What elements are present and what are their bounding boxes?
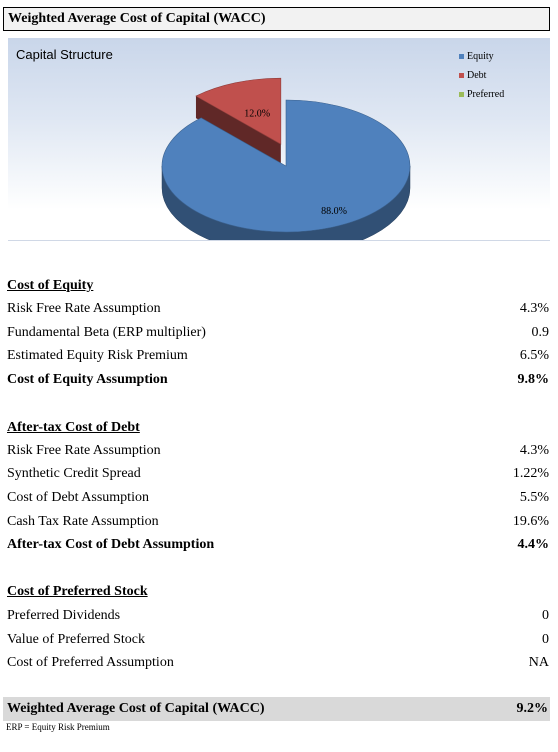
table-row: Risk Free Rate Assumption 4.3% <box>7 301 549 321</box>
table-row: Cost of Debt Assumption 5.5% <box>7 490 549 510</box>
section-title-preferred: Cost of Preferred Stock <box>7 584 148 599</box>
pie-side-debt-cut <box>195 96 281 167</box>
legend-item-debt: Debt <box>459 66 504 85</box>
chart-legend: Equity Debt Preferred <box>459 47 504 104</box>
row-label: Cost of Debt Assumption <box>7 490 149 505</box>
row-label: Value of Preferred Stock <box>7 632 146 647</box>
table-row: Cost of Preferred Assumption NA <box>7 655 549 675</box>
legend-swatch-equity <box>459 54 464 59</box>
row-value: 4.3% <box>519 301 549 316</box>
data-label-equity: 88.0% <box>321 206 347 217</box>
legend-swatch-debt <box>459 73 464 78</box>
table-row-total: Cost of Equity Assumption 9.8% <box>7 372 549 392</box>
row-value: 5.5% <box>519 490 549 505</box>
row-value: NA <box>528 655 549 670</box>
row-label: Risk Free Rate Assumption <box>7 443 161 458</box>
table-row: Preferred Dividends 0 <box>7 608 549 628</box>
row-label: Estimated Equity Risk Premium <box>7 348 188 363</box>
header-bar: Weighted Average Cost of Capital (WACC) <box>3 7 550 31</box>
row-value: 0 <box>542 632 549 647</box>
capital-structure-chart: 88.0% 12.0% Capital Structure Equity Debt… <box>8 38 550 241</box>
row-label: Risk Free Rate Assumption <box>7 301 161 316</box>
table-row: Risk Free Rate Assumption 4.3% <box>7 443 549 463</box>
legend-label-preferred: Preferred <box>467 89 505 100</box>
row-label: Cost of Equity Assumption <box>7 372 168 387</box>
data-label-debt: 12.0% <box>244 108 270 119</box>
row-label: Synthetic Credit Spread <box>7 466 141 481</box>
footnote: ERP = Equity Risk Premium <box>6 722 110 732</box>
row-value: 19.6% <box>512 514 549 529</box>
table-row: Estimated Equity Risk Premium 6.5% <box>7 348 549 368</box>
table-row: Fundamental Beta (ERP multiplier) 0.9 <box>7 325 549 345</box>
legend-swatch-preferred <box>459 92 464 97</box>
table-row: Synthetic Credit Spread 1.22% <box>7 466 549 486</box>
page-title: Weighted Average Cost of Capital (WACC) <box>8 11 266 26</box>
row-value: 1.22% <box>512 466 549 481</box>
legend-label-debt: Debt <box>467 70 487 81</box>
section-title-equity: Cost of Equity <box>7 278 94 293</box>
wacc-total-row: Weighted Average Cost of Capital (WACC) … <box>3 697 550 721</box>
row-label: Preferred Dividends <box>7 608 121 623</box>
chart-title: Capital Structure <box>16 47 113 62</box>
row-label: After-tax Cost of Debt Assumption <box>7 537 215 552</box>
legend-item-equity: Equity <box>459 47 504 66</box>
wacc-label: Weighted Average Cost of Capital (WACC) <box>7 701 265 716</box>
table-row: Cash Tax Rate Assumption 19.6% <box>7 514 549 534</box>
legend-label-equity: Equity <box>467 51 494 62</box>
row-label: Cost of Preferred Assumption <box>7 655 174 670</box>
table-row-total: After-tax Cost of Debt Assumption 4.4% <box>7 537 549 557</box>
row-value: 9.8% <box>517 372 550 387</box>
wacc-value: 9.2% <box>516 701 549 716</box>
row-value: 0.9 <box>531 325 550 340</box>
row-label: Fundamental Beta (ERP multiplier) <box>7 325 206 340</box>
row-label: Cash Tax Rate Assumption <box>7 514 159 529</box>
row-value: 4.3% <box>519 443 549 458</box>
row-value: 6.5% <box>519 348 549 363</box>
pie-slice-equity <box>161 99 411 233</box>
table-row: Value of Preferred Stock 0 <box>7 632 549 652</box>
section-title-debt: After-tax Cost of Debt <box>7 420 140 435</box>
legend-item-preferred: Preferred <box>459 85 504 104</box>
row-value: 4.4% <box>517 537 550 552</box>
pie-slice-debt <box>195 77 282 145</box>
row-value: 0 <box>542 608 549 623</box>
pie-chart-svg: 88.0% 12.0% <box>161 77 411 240</box>
